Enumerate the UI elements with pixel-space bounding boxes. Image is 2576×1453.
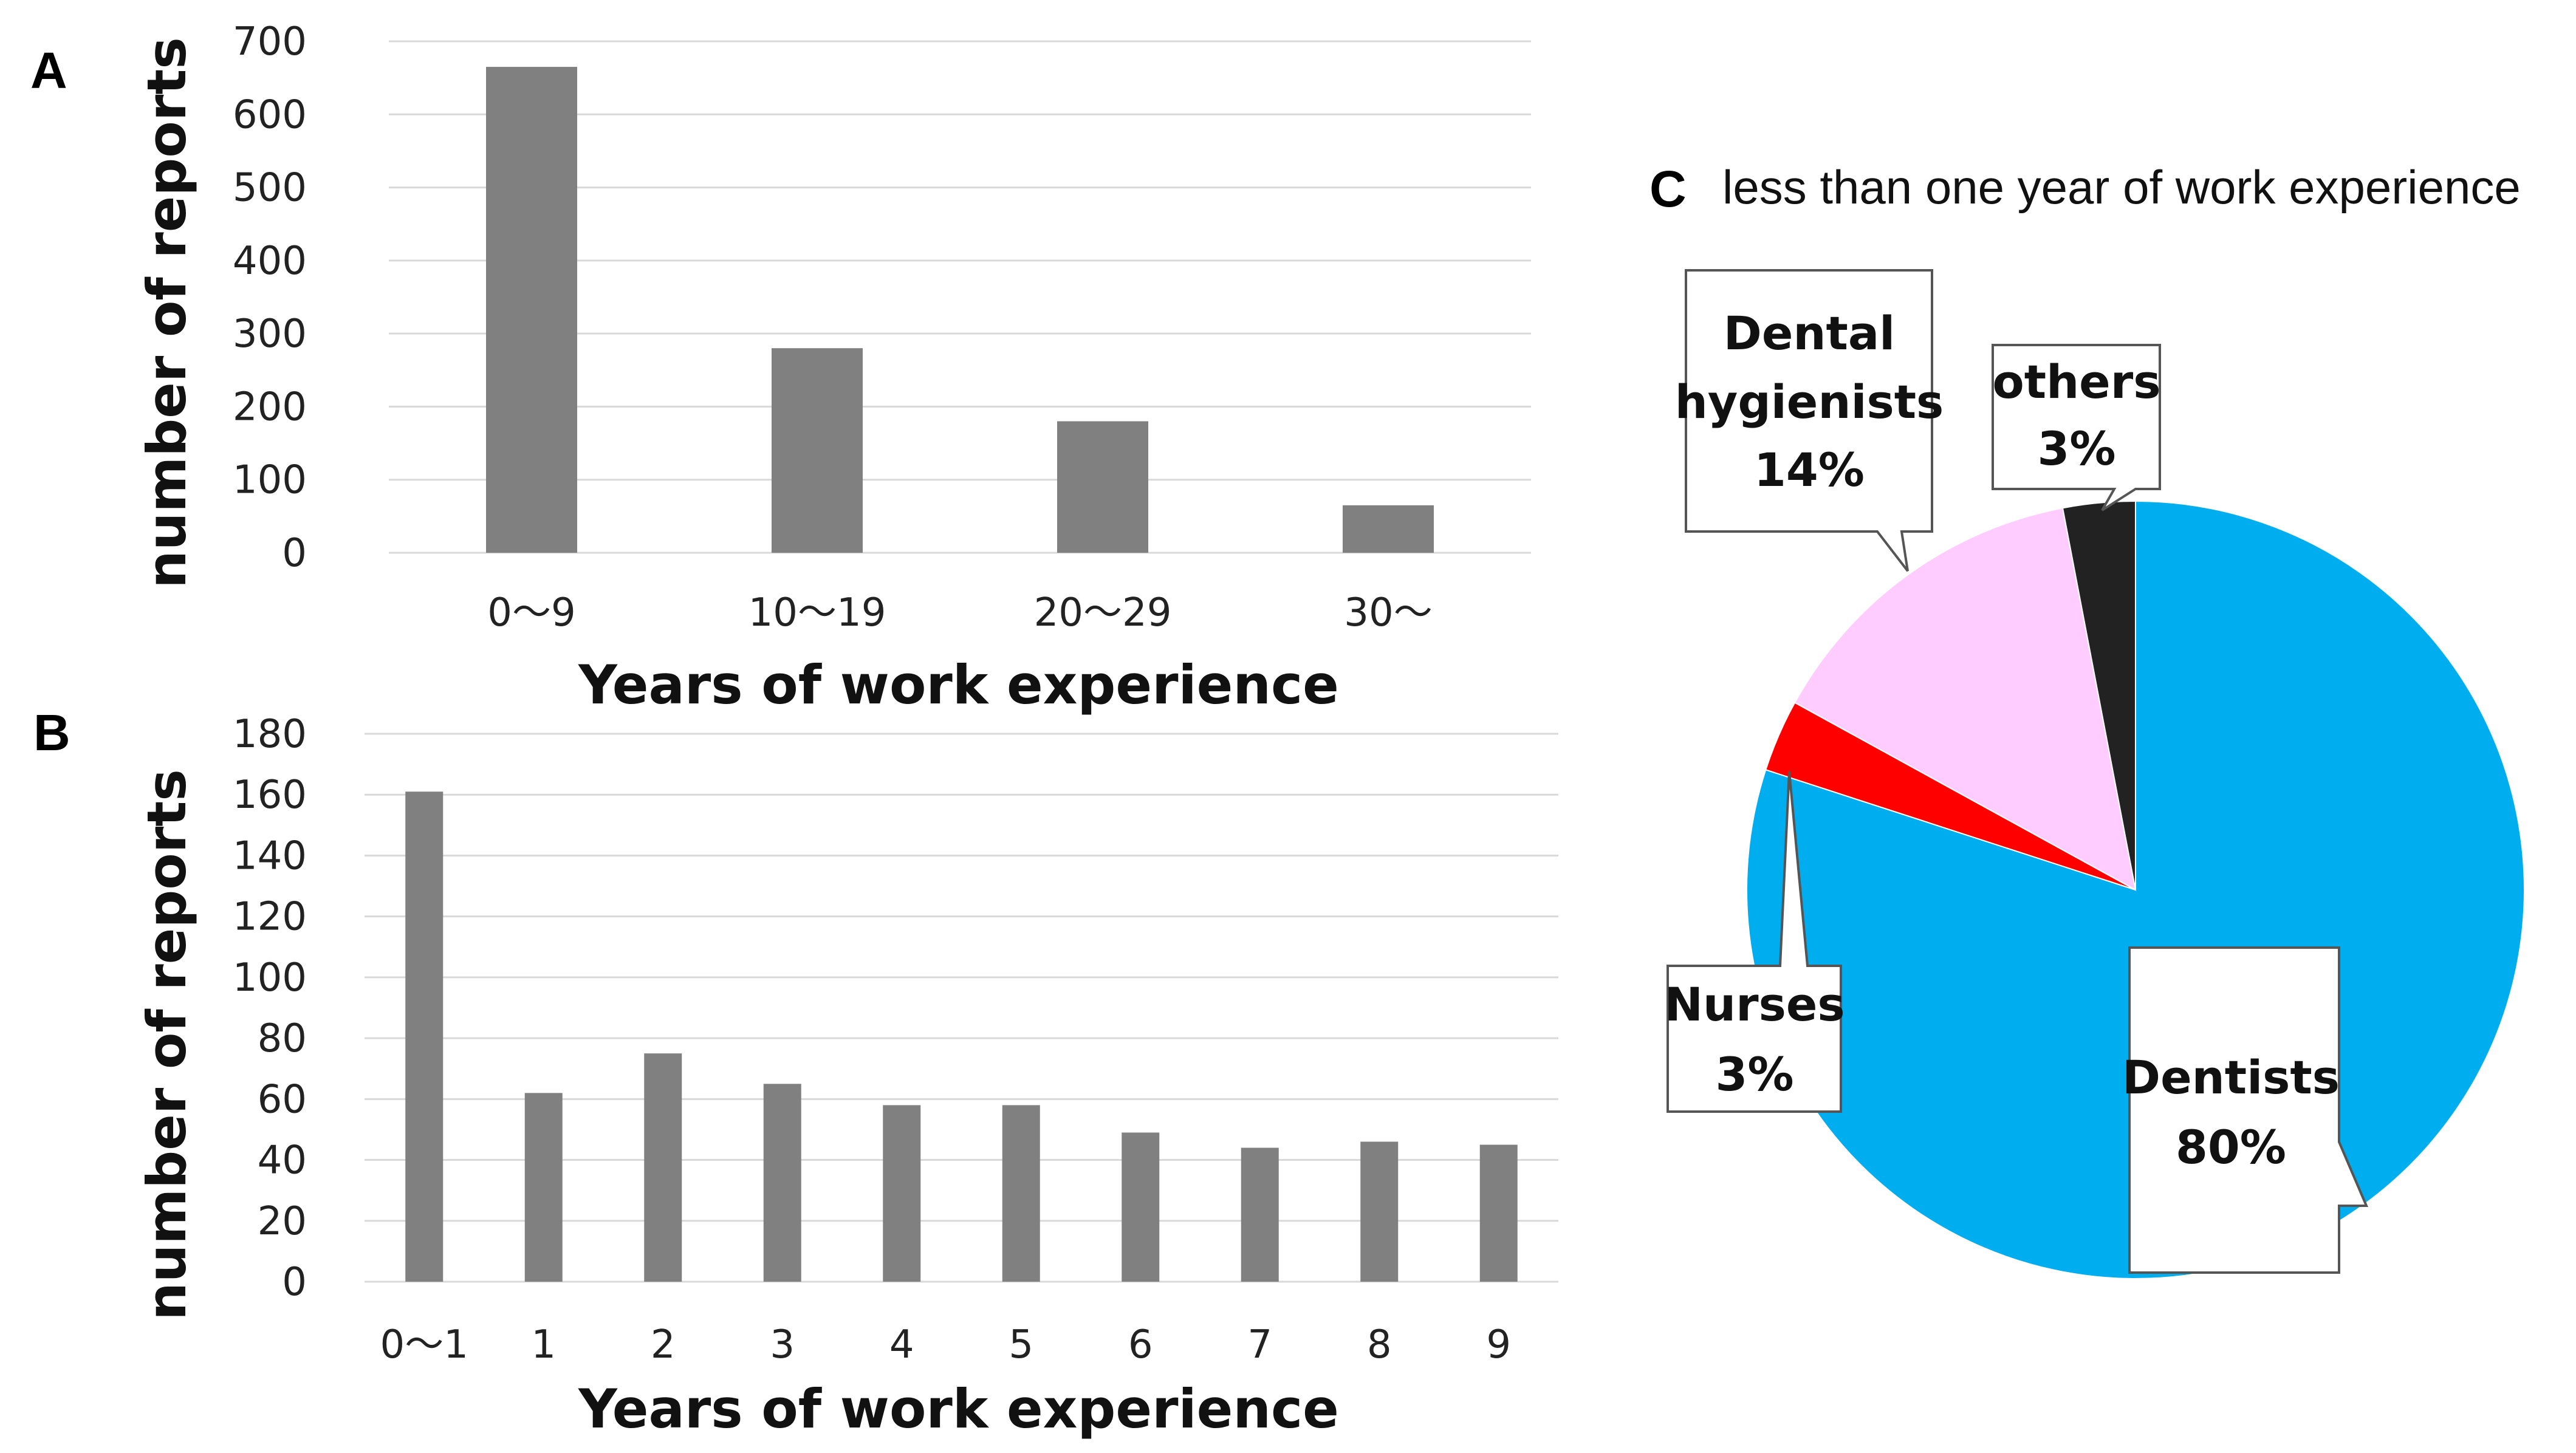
callout-dental-hygienists: Dental hygienists 14% bbox=[1675, 269, 1944, 572]
b-category-label: 2 bbox=[651, 1322, 676, 1367]
panel-a-x-axis-title: Years of work experience bbox=[578, 654, 1339, 716]
callout-dental-hygienists-box bbox=[1685, 269, 1933, 572]
b-bar bbox=[405, 791, 444, 1282]
a-y-tick-label: 0 bbox=[282, 531, 307, 576]
a-bar bbox=[1057, 421, 1148, 553]
callout-others-label: others bbox=[1993, 355, 2161, 409]
b-category-label: 3 bbox=[770, 1322, 795, 1367]
callout-nurses-pct: 3% bbox=[1715, 1047, 1793, 1101]
a-y-tick-label: 100 bbox=[233, 458, 307, 503]
a-y-tick-label: 400 bbox=[233, 239, 307, 284]
b-bar bbox=[524, 1093, 563, 1282]
panel-a-categories: 0〜9 10〜19 20〜29 30〜 bbox=[487, 590, 1432, 635]
callout-dental-hygienists-line1: Dental bbox=[1724, 306, 1895, 360]
callout-dental-hygienists-pct: 14% bbox=[1754, 443, 1865, 497]
b-y-tick-label: 160 bbox=[233, 773, 307, 818]
b-y-tick-label: 120 bbox=[233, 895, 307, 940]
a-y-tick-label: 200 bbox=[233, 385, 307, 429]
b-category-label: 8 bbox=[1367, 1322, 1392, 1367]
b-category-label: 9 bbox=[1486, 1322, 1511, 1367]
b-category-label: 0〜1 bbox=[380, 1322, 468, 1367]
a-y-tick-label: 700 bbox=[233, 19, 307, 64]
pie-slice-others bbox=[2061, 500, 2136, 891]
callout-dentists-label: Dentists bbox=[2122, 1050, 2340, 1104]
pie-slice-dental-hygienists bbox=[1793, 507, 2137, 891]
panel-b-bars bbox=[405, 791, 1518, 1282]
b-bar bbox=[1002, 1105, 1040, 1282]
callout-dental-hygienists-line2: hygienists bbox=[1675, 375, 1944, 429]
panel-a-y-ticks: 0 100 200 300 400 500 600 700 bbox=[233, 19, 307, 576]
a-bar bbox=[1343, 505, 1434, 553]
callout-dentists-box bbox=[2128, 946, 2369, 1274]
panel-c-pie-chart: C less than one year of work experience … bbox=[1649, 160, 2525, 1279]
callout-nurses: Nurses 3% bbox=[1664, 771, 1845, 1113]
b-category-label: 4 bbox=[889, 1322, 914, 1367]
a-y-tick-label: 500 bbox=[233, 166, 307, 211]
b-bar bbox=[763, 1084, 801, 1282]
a-y-tick-label: 600 bbox=[233, 92, 307, 137]
panel-a-y-axis-title: number of reports bbox=[135, 37, 198, 588]
b-y-tick-label: 80 bbox=[258, 1016, 307, 1061]
callout-dentists: Dentists 80% bbox=[2122, 946, 2369, 1274]
callout-dentists-pct: 80% bbox=[2176, 1120, 2286, 1174]
b-bar bbox=[883, 1105, 921, 1282]
panel-a-bars bbox=[486, 67, 1434, 553]
panel-b-categories: 0〜1 1 2 3 4 5 6 7 8 9 bbox=[380, 1322, 1512, 1367]
panel-a-bar-chart: A 0 100 200 300 400 500 600 700 0〜9 10〜19 20〜29 30… bbox=[30, 19, 1531, 716]
callout-others-box bbox=[1992, 344, 2161, 511]
panel-b-gridlines bbox=[365, 733, 1558, 1283]
b-bar bbox=[1479, 1144, 1518, 1282]
panel-b-x-axis-title: Years of work experience bbox=[578, 1378, 1339, 1440]
b-category-label: 6 bbox=[1128, 1322, 1153, 1367]
a-category-label: 0〜9 bbox=[487, 590, 575, 635]
panel-c-title: less than one year of work experience bbox=[1722, 160, 2521, 214]
a-y-tick-label: 300 bbox=[233, 312, 307, 357]
b-y-tick-label: 0 bbox=[282, 1260, 307, 1305]
panel-c-letter: C bbox=[1649, 160, 1687, 217]
b-y-tick-label: 60 bbox=[258, 1077, 307, 1122]
b-y-tick-label: 180 bbox=[233, 712, 307, 757]
b-bar bbox=[1241, 1147, 1279, 1282]
a-category-label: 20〜29 bbox=[1034, 590, 1172, 635]
b-bar bbox=[644, 1053, 682, 1282]
panel-b-letter: B bbox=[33, 704, 70, 761]
a-category-label: 30〜 bbox=[1344, 590, 1432, 635]
b-bar bbox=[1122, 1132, 1160, 1282]
panel-b-y-ticks: 0 20 40 60 80 100 120 140 160 180 bbox=[233, 712, 307, 1305]
panel-a-gridlines bbox=[389, 40, 1531, 554]
b-y-tick-label: 20 bbox=[258, 1199, 307, 1244]
callout-others-pct: 3% bbox=[2037, 422, 2115, 476]
b-category-label: 7 bbox=[1247, 1322, 1272, 1367]
panel-b-y-axis-title: number of reports bbox=[135, 769, 198, 1320]
a-bar bbox=[772, 348, 863, 553]
callout-nurses-label: Nurses bbox=[1664, 977, 1845, 1031]
a-category-label: 10〜19 bbox=[748, 590, 886, 635]
b-y-tick-label: 40 bbox=[258, 1138, 307, 1183]
callout-others: others 3% bbox=[1992, 344, 2161, 511]
a-bar bbox=[486, 67, 577, 553]
b-bar bbox=[1360, 1141, 1399, 1282]
b-y-tick-label: 140 bbox=[233, 833, 307, 878]
callout-nurses-box bbox=[1667, 771, 1842, 1113]
b-category-label: 5 bbox=[1009, 1322, 1033, 1367]
b-category-label: 1 bbox=[531, 1322, 556, 1367]
b-y-tick-label: 100 bbox=[233, 956, 307, 1000]
panel-a-letter: A bbox=[30, 42, 67, 99]
